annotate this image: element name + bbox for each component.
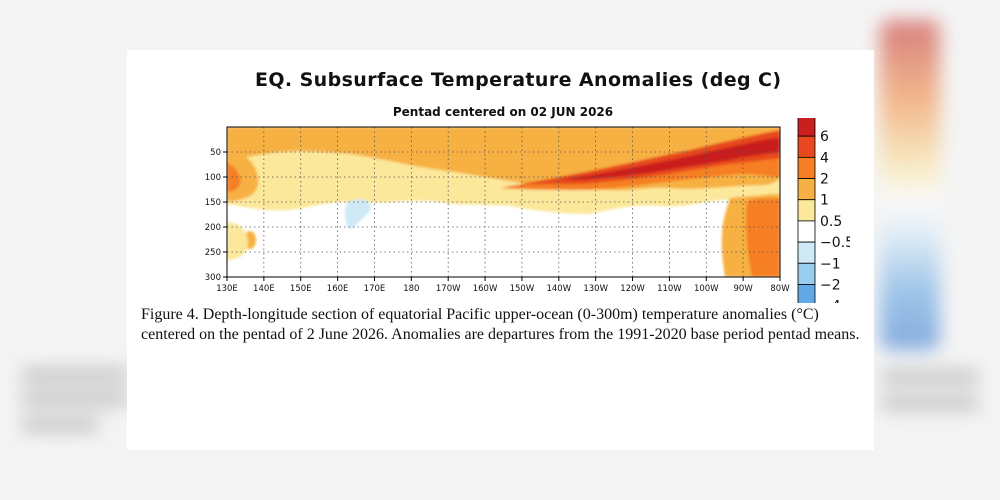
blurred-text xyxy=(880,396,980,410)
colorbar-segment xyxy=(797,156,816,179)
colorbar-segment xyxy=(797,220,816,243)
x-tick-label: 160W xyxy=(473,284,498,294)
y-tick-label: 300 xyxy=(205,273,221,283)
contour-4-west xyxy=(227,162,241,192)
x-tick-label: 150W xyxy=(510,284,535,294)
cool-spot xyxy=(345,199,371,229)
y-tick-label: 100 xyxy=(205,173,221,183)
contour-6-peak xyxy=(560,138,780,180)
x-tick-label: 120W xyxy=(620,284,645,294)
colorbar-tick-label: −1 xyxy=(820,256,841,272)
colorbar-tick-label: 0.5 xyxy=(820,214,842,230)
contour-4-east xyxy=(746,198,780,277)
blurred-text xyxy=(20,392,130,406)
anomaly-field xyxy=(227,127,780,277)
x-tick-label: 160E xyxy=(327,284,349,294)
colorbar-segment xyxy=(797,284,816,303)
x-tick-label: 110W xyxy=(657,284,682,294)
colorbar-tick-label: 6 xyxy=(820,129,829,145)
colorbar-segment xyxy=(797,178,816,201)
blurred-text xyxy=(20,418,100,432)
colorbar-segment xyxy=(797,199,816,222)
figure-panel: EQ. Subsurface Temperature Anomalies (de… xyxy=(127,50,874,450)
colorbar-tick-label: 1 xyxy=(820,193,829,209)
colorbar-segment xyxy=(797,135,816,158)
blurred-colorbar xyxy=(880,20,940,350)
x-tick-label: 180 xyxy=(403,284,419,294)
contour-1-west-deep xyxy=(227,222,248,260)
colorbar-tick-label: −0.5 xyxy=(820,235,850,251)
y-tick-label: 250 xyxy=(205,248,221,258)
x-tick-label: 90W xyxy=(734,284,754,294)
chart-subtitle: Pentad centered on 02 JUN 2026 xyxy=(392,105,614,119)
x-tick-label: 80W xyxy=(770,284,790,294)
x-tick-label: 130W xyxy=(583,284,608,294)
x-tick-label: 170E xyxy=(364,284,386,294)
blurred-text xyxy=(20,368,130,382)
x-axis: 130E 140E 150E 160E 170E 180 170W 160W 150W 140W 1… xyxy=(216,277,790,294)
x-tick-label: 100W xyxy=(694,284,719,294)
colorbar-segment xyxy=(797,262,816,285)
colorbar-tick-label: 4 xyxy=(820,150,829,166)
x-tick-label: 170W xyxy=(436,284,461,294)
y-tick-label: 200 xyxy=(205,223,221,233)
colorbar-segment xyxy=(797,241,816,264)
figure-caption: Figure 4. Depth-longitude section of equ… xyxy=(141,306,860,343)
y-tick-label: 150 xyxy=(205,198,221,208)
y-axis: 50 100 150 200 250 300 xyxy=(205,148,227,283)
colorbar-segment xyxy=(797,118,816,137)
y-tick-label: 50 xyxy=(210,148,221,158)
colorbar-tick-label: −4 xyxy=(820,299,841,303)
contour-4 xyxy=(500,130,780,190)
blurred-text xyxy=(880,370,980,384)
x-tick-label: 140W xyxy=(546,284,571,294)
x-tick-label: 130E xyxy=(216,284,238,294)
chart-title: EQ. Subsurface Temperature Anomalies (de… xyxy=(255,69,782,91)
anomaly-plot: 130E 140E 150E 160E 170E 180 170W 160W 150W 140W 1… xyxy=(205,118,850,303)
x-tick-label: 140E xyxy=(253,284,275,294)
colorbar-tick-label: −2 xyxy=(820,277,841,293)
x-tick-label: 150E xyxy=(290,284,312,294)
colorbar-tick-label: 2 xyxy=(820,172,829,188)
